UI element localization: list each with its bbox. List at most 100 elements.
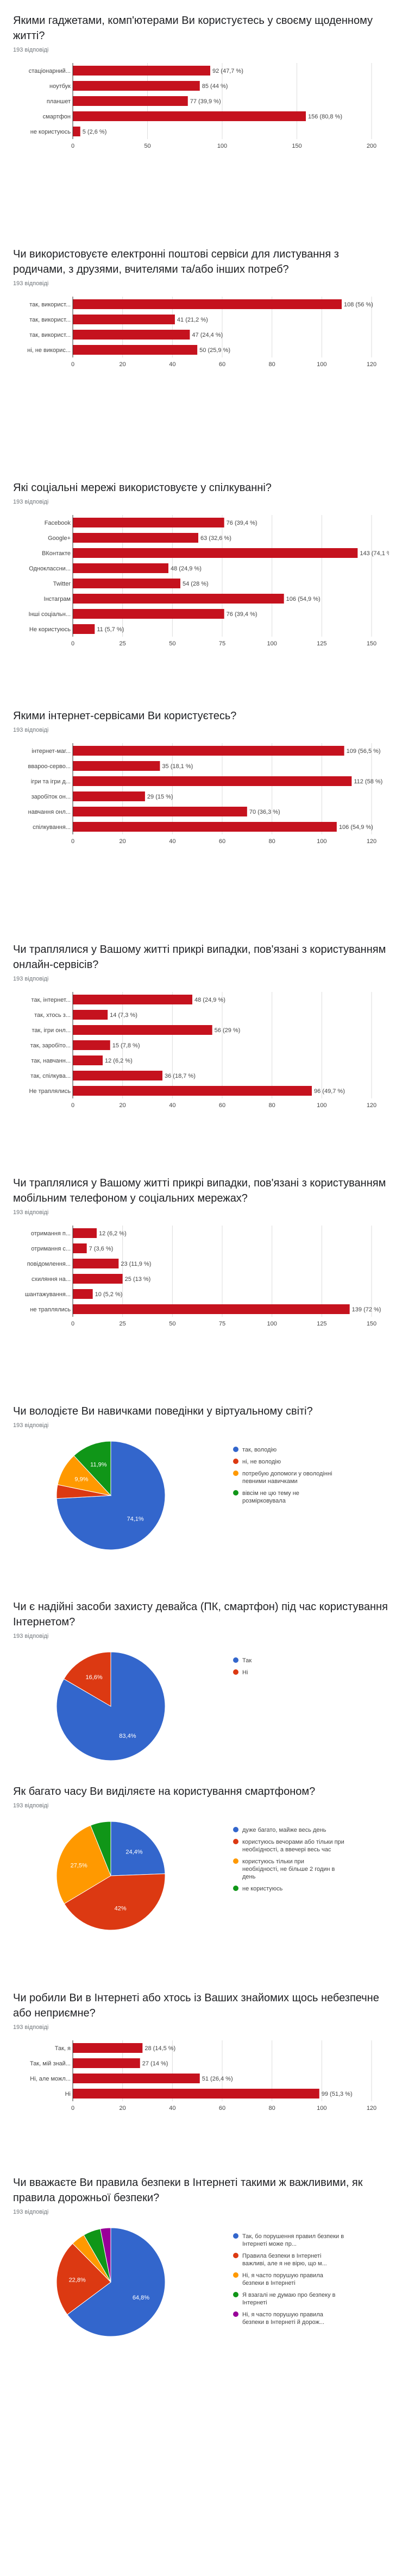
category-label: заробіток он... xyxy=(32,794,71,800)
legend-marker xyxy=(233,1858,238,1864)
bar xyxy=(73,2058,140,2068)
bar xyxy=(73,330,190,340)
bar xyxy=(73,1055,103,1065)
bar xyxy=(73,1259,119,1268)
response-count: 193 відповіді xyxy=(13,1209,49,1216)
bar-value-label: 12 (6,2 %) xyxy=(99,1230,127,1237)
category-label: ігри та ігри д... xyxy=(31,778,71,785)
question-title: Які соціальні мережі використовуєте у сп… xyxy=(13,482,272,494)
pie-slice xyxy=(63,1651,111,1707)
bar xyxy=(73,127,80,136)
bar xyxy=(73,66,210,76)
pie-slice-label: 83,4% xyxy=(119,1733,136,1739)
bar-value-label: 143 (74,1 %) xyxy=(360,550,389,557)
bar-value-label: 36 (18,7 %) xyxy=(165,1073,196,1079)
x-tick-label: 100 xyxy=(267,640,277,647)
bar xyxy=(73,624,95,634)
bar-chart: 0 25 50 75 100 125 150 Facebook 76 (39,4 %) Googl… xyxy=(29,515,394,647)
x-tick-label: 120 xyxy=(367,2105,376,2112)
question-section: Чи робили Ви в Інтернеті або хтось із Ва… xyxy=(0,1977,402,2162)
survey-results: Якими гаджетами, комп'ютерами Ви користу… xyxy=(0,15,402,2337)
bar xyxy=(73,518,224,527)
legend-label: не користуюсь xyxy=(242,1886,282,1892)
bar xyxy=(73,1274,123,1284)
category-label: так, використ... xyxy=(29,301,71,308)
question-title: Чи є надійні засоби захисту девайса (ПК,… xyxy=(13,1601,388,1628)
bar xyxy=(73,548,358,558)
category-label: так, використ... xyxy=(29,332,71,338)
x-tick-label: 0 xyxy=(71,640,74,647)
bar-value-label: 108 (56 %) xyxy=(344,301,373,308)
legend-marker xyxy=(233,2292,238,2297)
x-tick-label: 20 xyxy=(120,361,126,368)
bar xyxy=(73,995,192,1004)
x-tick-label: 80 xyxy=(269,2105,275,2112)
bar xyxy=(73,746,344,756)
x-tick-label: 60 xyxy=(219,1102,225,1109)
legend-label: користуюсь вечорами або тільки при необхі… xyxy=(242,1839,344,1853)
x-tick-label: 25 xyxy=(120,640,126,647)
legend-marker xyxy=(233,1839,238,1844)
pie-slice-label: 22,8% xyxy=(69,2277,86,2283)
bar-value-label: 76 (39,4 %) xyxy=(227,520,257,526)
bar xyxy=(73,2043,143,2053)
bar-value-label: 51 (26,4 %) xyxy=(202,2076,233,2082)
category-label: не траплялись xyxy=(30,1306,71,1313)
bar-value-label: 92 (47,7 %) xyxy=(212,68,243,74)
category-label: Не траплялись xyxy=(29,1088,71,1095)
x-tick-label: 40 xyxy=(169,838,175,845)
category-label: шантажування... xyxy=(25,1291,71,1298)
category-label: так, використ... xyxy=(29,317,71,323)
question-title: Якими інтернет-сервісами Ви користуєтесь… xyxy=(13,710,237,722)
bar xyxy=(73,1025,212,1035)
legend-label: Ні, я часто порушую правила безпеки в Інт… xyxy=(242,2311,324,2326)
bar-value-label: 106 (54,9 %) xyxy=(286,596,321,602)
category-label: так, спілкува... xyxy=(30,1073,71,1079)
x-tick-label: 100 xyxy=(317,1102,326,1109)
x-tick-label: 75 xyxy=(219,1321,225,1327)
x-tick-label: 20 xyxy=(120,838,126,845)
x-tick-label: 40 xyxy=(169,361,175,368)
question-section: Чи використовуєте електронні поштові сер… xyxy=(0,234,402,467)
bar-value-label: 96 (49,7 %) xyxy=(314,1088,345,1095)
response-count: 193 відповіді xyxy=(13,1422,49,1429)
bar-value-label: 139 (72 %) xyxy=(352,1306,381,1313)
x-tick-label: 0 xyxy=(71,1102,74,1109)
x-tick-label: 0 xyxy=(71,2105,74,2112)
pie-chart: 83,4% 16,6% Так Ні xyxy=(56,1651,252,1761)
bar-value-label: 48 (24,9 %) xyxy=(171,566,202,572)
category-label: так, хтось з... xyxy=(34,1012,71,1019)
bar-value-label: 35 (18,1 %) xyxy=(162,763,193,770)
pie-slice-label: 74,1% xyxy=(127,1516,143,1523)
x-tick-label: 60 xyxy=(219,361,225,368)
legend-marker xyxy=(233,2272,238,2278)
category-label: ноутбук xyxy=(49,83,71,90)
x-tick-label: 80 xyxy=(269,1102,275,1109)
bar-value-label: 15 (7,8 %) xyxy=(112,1042,140,1049)
question-title: Чи використовуєте електронні поштові сер… xyxy=(13,248,339,275)
legend-marker xyxy=(233,2233,238,2239)
category-label: спілкування... xyxy=(33,824,71,831)
x-tick-label: 150 xyxy=(367,640,376,647)
bar xyxy=(73,1071,162,1080)
pie-slice-label: 42% xyxy=(115,1905,127,1912)
legend-label: ні, не володію xyxy=(242,1459,281,1465)
category-label: Одноклассни... xyxy=(29,566,71,572)
category-label: не користуюсь xyxy=(30,129,71,135)
legend-marker xyxy=(233,1490,238,1496)
question-section: Чи володієте Ви навичками поведінки у ві… xyxy=(0,1391,402,1586)
bar-chart: 0 20 40 60 80 100 120 так, інтернет... 48 (24,9 … xyxy=(29,992,376,1109)
bar xyxy=(73,579,180,588)
x-tick-label: 125 xyxy=(317,640,326,647)
legend-label: користуюсь тільки при необхідності, не бі… xyxy=(242,1858,335,1880)
x-tick-label: 25 xyxy=(120,1321,126,1327)
x-tick-label: 0 xyxy=(71,143,74,149)
bar-chart: 0 50 100 150 200 стаціонарний... 92 (47,7 %) но… xyxy=(29,63,376,149)
bar-value-label: 41 (21,2 %) xyxy=(177,317,208,323)
legend-marker xyxy=(233,1459,238,1464)
x-tick-label: 60 xyxy=(219,2105,225,2112)
category-label: Facebook xyxy=(45,520,71,526)
x-tick-label: 50 xyxy=(169,640,175,647)
pie-slice-label: 16,6% xyxy=(86,1674,103,1681)
category-label: Google+ xyxy=(48,535,71,542)
